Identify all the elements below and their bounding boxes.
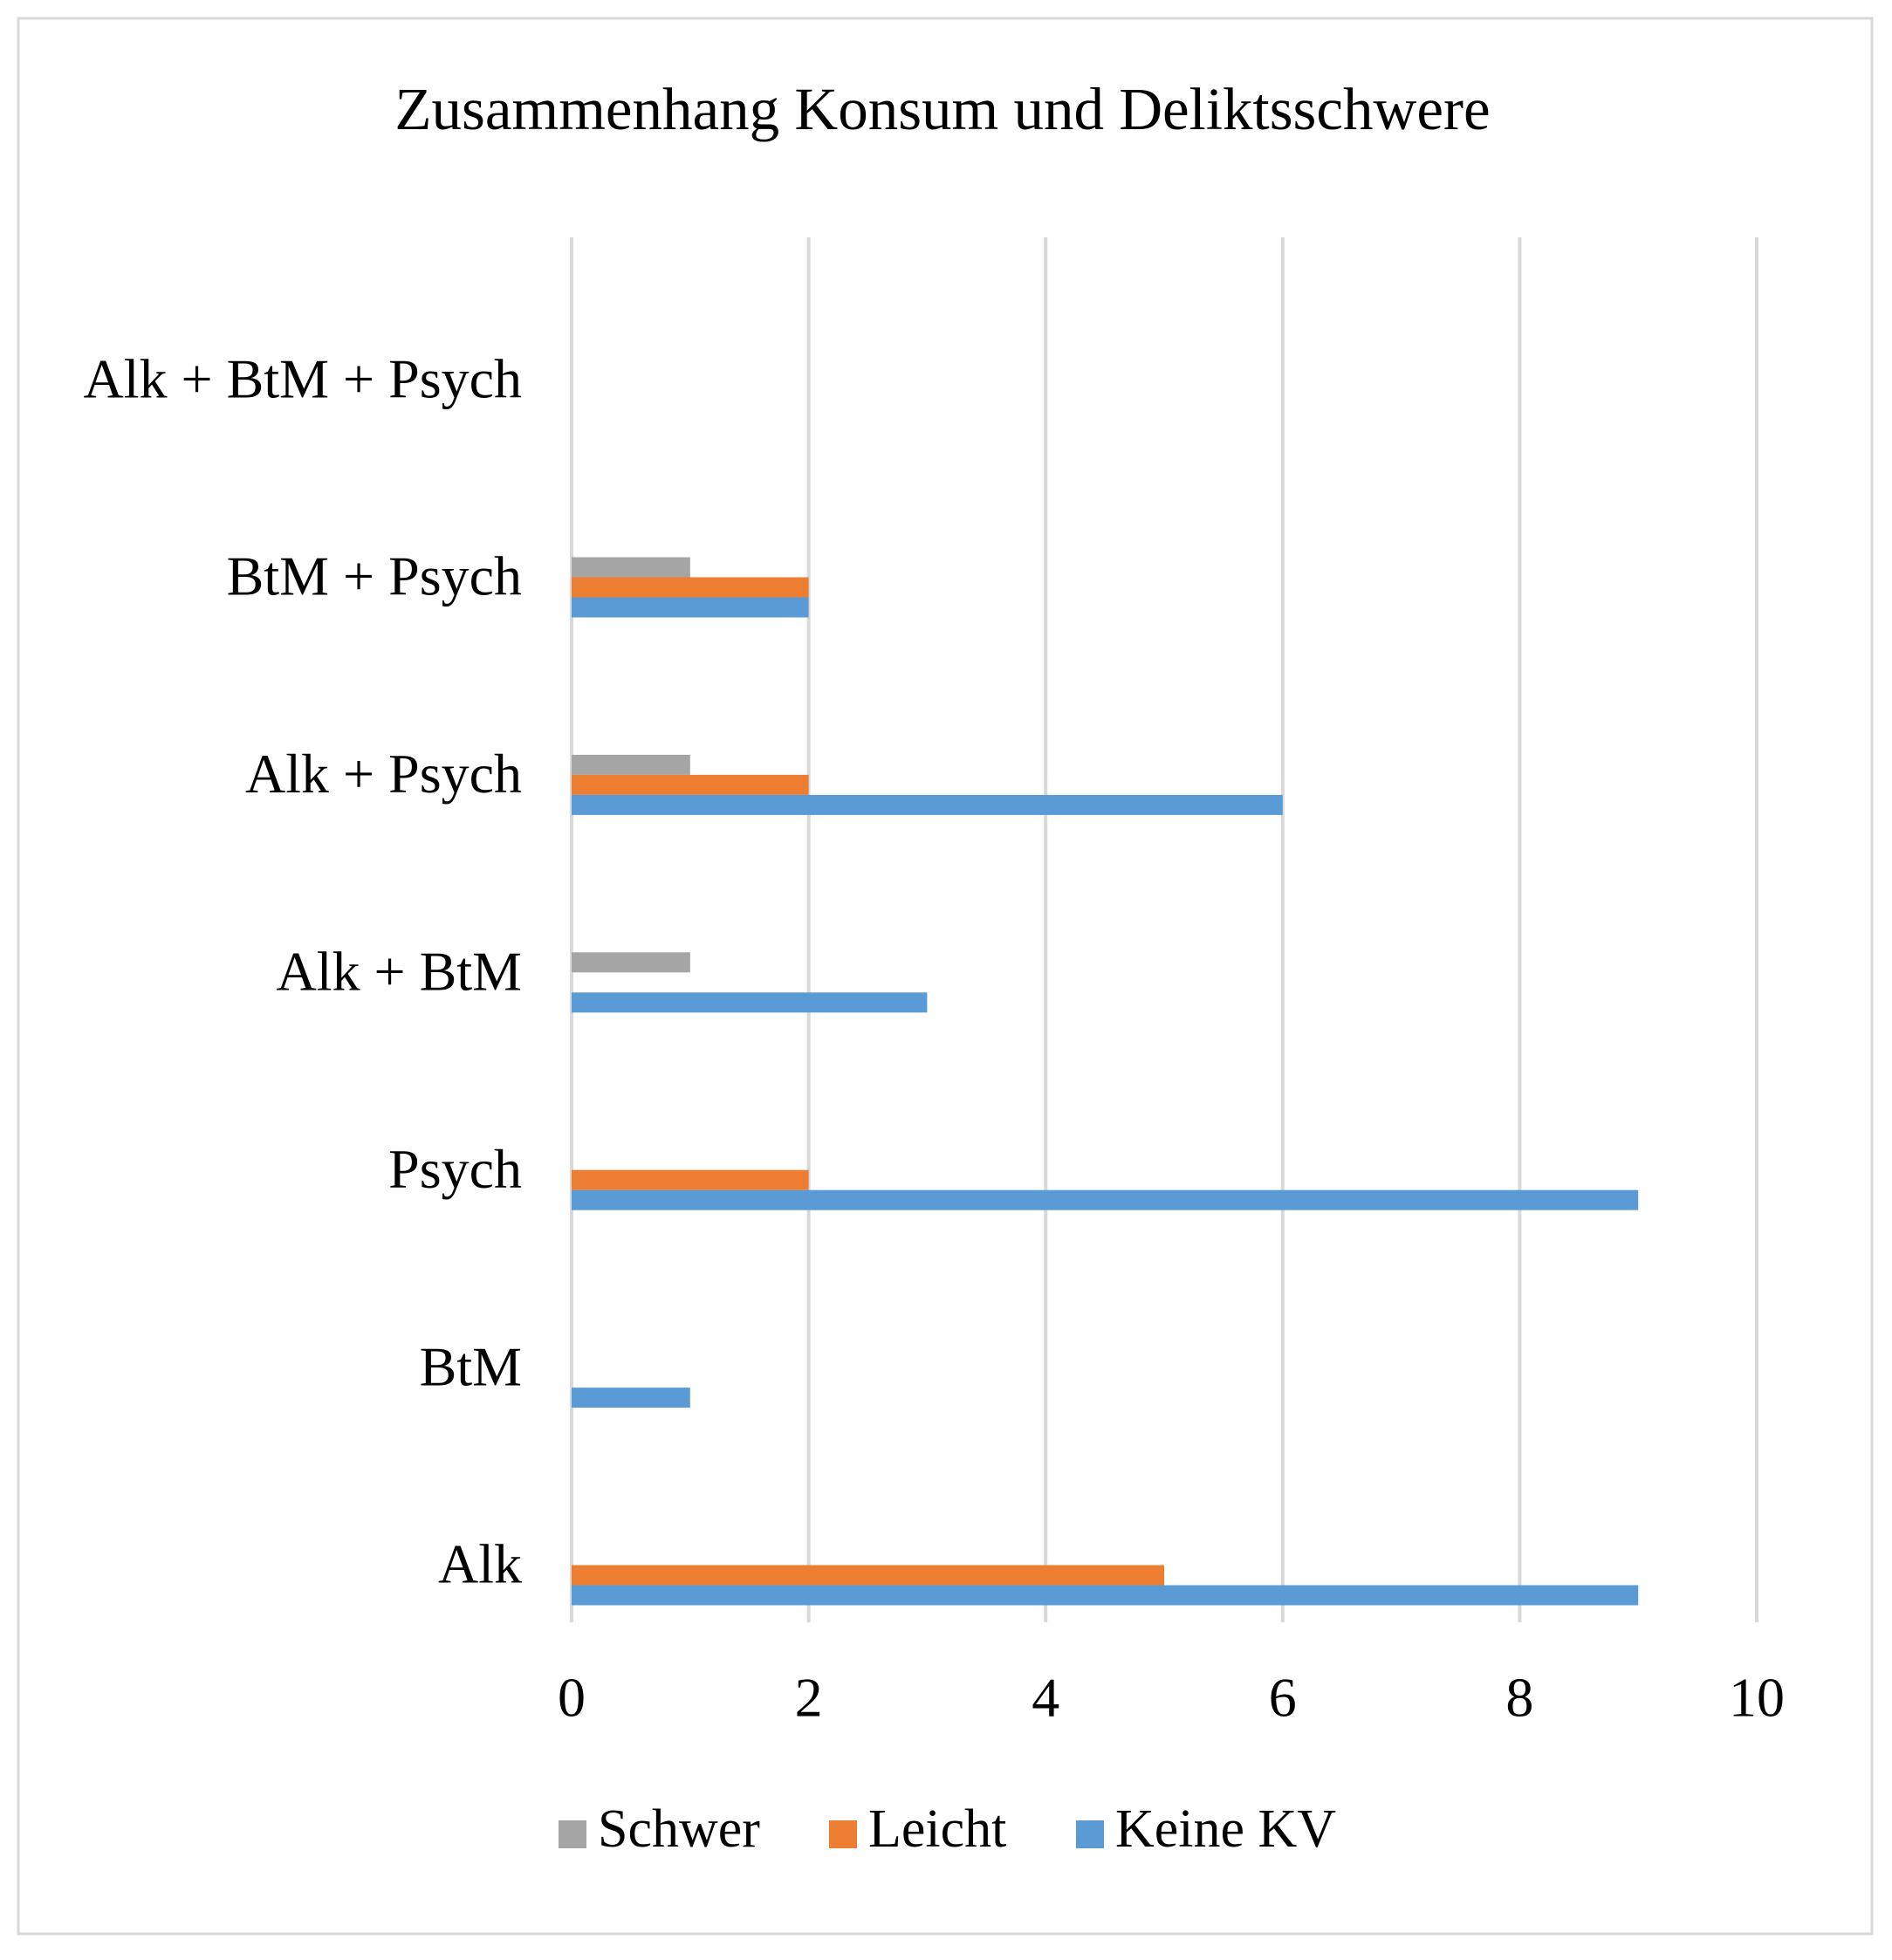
x-tick-label: 6: [1269, 1667, 1297, 1729]
legend-label: Keine KV: [1115, 1799, 1336, 1859]
bar: [572, 992, 928, 1013]
bar: [572, 1189, 1639, 1210]
x-tick-label: 2: [795, 1667, 823, 1729]
bar: [572, 952, 690, 973]
bar: [572, 774, 809, 795]
y-tick-label: Alk + BtM + Psych: [84, 347, 522, 409]
y-tick-label: Alk + Psych: [245, 743, 522, 805]
y-tick-label: BtM: [420, 1335, 522, 1397]
legend-swatch: [1076, 1820, 1104, 1848]
bar: [572, 1565, 1164, 1586]
legend-label: Leicht: [868, 1799, 1006, 1859]
y-tick-label: Psych: [388, 1138, 522, 1200]
bar: [572, 794, 1283, 815]
legend-swatch: [829, 1820, 857, 1848]
bar: [572, 557, 690, 578]
bar: [572, 1585, 1639, 1606]
chart-title: Zusammenhang Konsum und Deliktsschwere: [394, 76, 1490, 142]
x-tick-label: 8: [1505, 1667, 1533, 1729]
legend-label: Schwer: [598, 1799, 760, 1859]
bar: [572, 1388, 690, 1408]
y-tick-label: Alk: [438, 1533, 522, 1595]
bar: [572, 577, 809, 598]
y-tick-label: BtM + Psych: [227, 545, 522, 607]
x-tick-label: 10: [1729, 1667, 1785, 1729]
bar: [572, 597, 809, 618]
chart-border: [17, 17, 1874, 1936]
x-tick-label: 4: [1032, 1667, 1059, 1729]
legend-swatch: [559, 1820, 586, 1848]
bar: [572, 1169, 809, 1190]
x-tick-label: 0: [558, 1667, 586, 1729]
y-tick-label: Alk + BtM: [277, 940, 522, 1002]
bar: [572, 754, 690, 775]
